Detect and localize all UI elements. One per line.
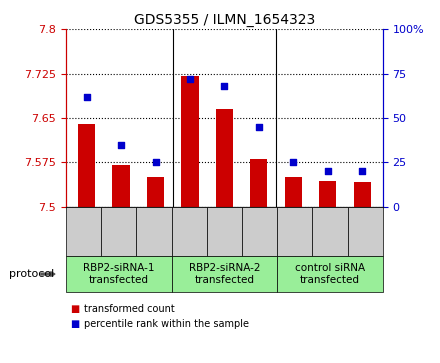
Point xyxy=(152,160,159,166)
Point xyxy=(359,168,366,174)
Point xyxy=(117,142,125,147)
Bar xyxy=(250,159,268,207)
Text: RBP2-siRNA-1
transfected: RBP2-siRNA-1 transfected xyxy=(83,263,154,285)
Text: ■: ■ xyxy=(70,319,80,329)
Text: control siRNA
transfected: control siRNA transfected xyxy=(295,263,365,285)
Title: GDS5355 / ILMN_1654323: GDS5355 / ILMN_1654323 xyxy=(134,13,315,26)
Point xyxy=(255,124,262,130)
Text: percentile rank within the sample: percentile rank within the sample xyxy=(84,319,249,329)
Point xyxy=(324,168,331,174)
Bar xyxy=(181,77,198,207)
Point xyxy=(290,160,297,166)
Bar xyxy=(216,109,233,207)
Bar xyxy=(78,124,95,207)
Text: protocol: protocol xyxy=(9,269,54,279)
Text: transformed count: transformed count xyxy=(84,303,175,314)
Text: ■: ■ xyxy=(70,303,80,314)
Bar xyxy=(353,182,371,207)
Bar xyxy=(147,177,164,207)
Bar xyxy=(113,166,130,207)
Point xyxy=(83,94,90,99)
Bar xyxy=(285,177,302,207)
Bar xyxy=(319,182,336,207)
Point xyxy=(187,76,194,82)
Text: RBP2-siRNA-2
transfected: RBP2-siRNA-2 transfected xyxy=(189,263,260,285)
Point xyxy=(221,83,228,89)
